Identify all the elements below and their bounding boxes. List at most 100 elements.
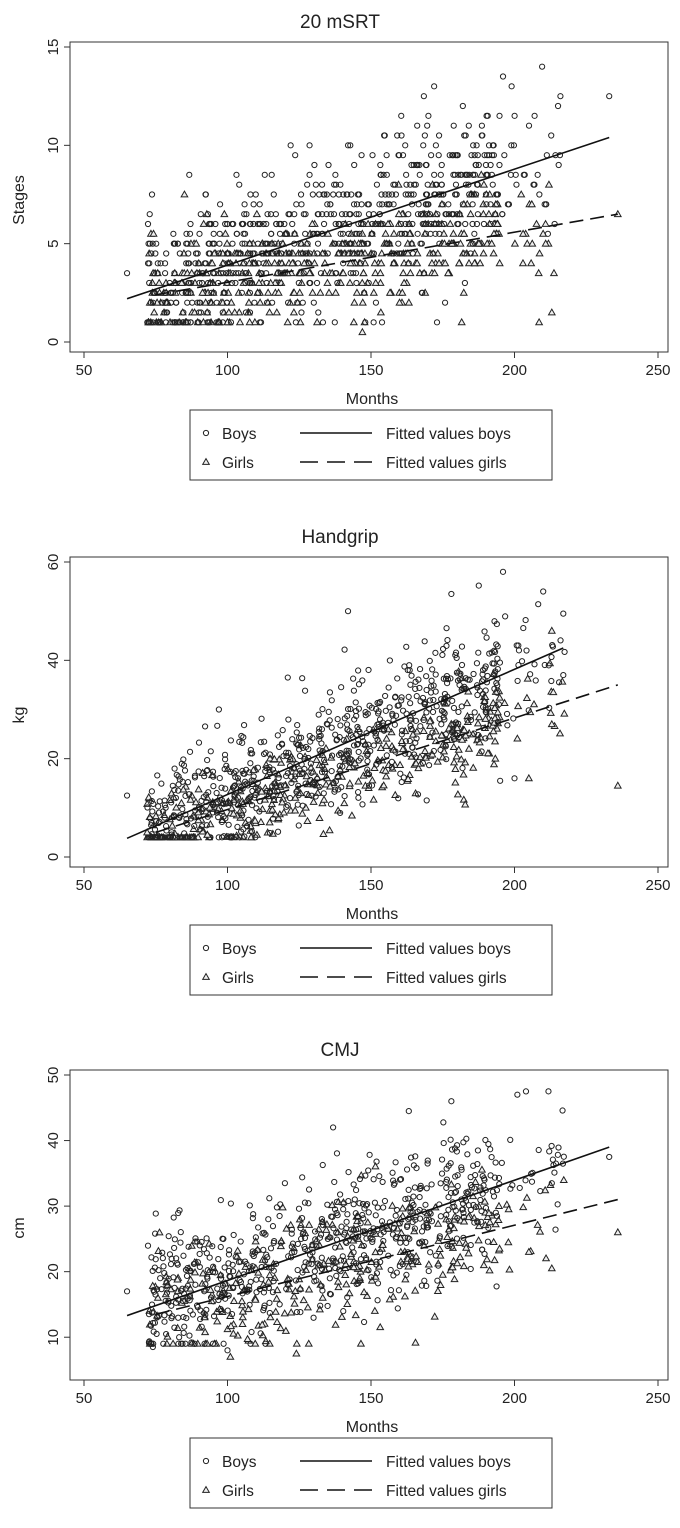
boys-point [195, 309, 203, 316]
boys-point [291, 230, 298, 237]
boys-point [362, 709, 369, 716]
boys-point [155, 803, 162, 810]
boys-point [293, 740, 300, 747]
boys-point [283, 1285, 290, 1292]
boys-point [182, 1285, 190, 1292]
boys-point [395, 702, 402, 709]
girls-point [179, 785, 188, 793]
boys-point [384, 240, 391, 247]
boys-point [196, 803, 203, 811]
boys-point [532, 677, 539, 684]
boys-point [222, 785, 229, 792]
girls-point [353, 1216, 362, 1225]
fitted-line-boys [126, 136, 610, 300]
boys-point [317, 1302, 324, 1309]
girls-point [177, 798, 186, 807]
boys-point [489, 1188, 496, 1195]
boys-point [331, 1178, 338, 1186]
boys-point [229, 240, 236, 247]
girls-point [305, 268, 314, 277]
boys-point [312, 181, 319, 188]
boys-point [148, 1340, 155, 1347]
girls-point [493, 219, 502, 227]
fitted-line-girls [155, 1198, 619, 1316]
boys-point [123, 1288, 131, 1295]
boys-point [146, 240, 154, 247]
boys-point [298, 201, 305, 208]
boys-point [319, 1222, 327, 1229]
girls-point [256, 817, 266, 826]
boys-point [246, 309, 254, 316]
boys-point [182, 792, 189, 799]
boys-point [398, 697, 405, 704]
boys-point [541, 661, 548, 669]
girls-point [522, 693, 532, 701]
boys-point [548, 1180, 555, 1187]
boys-point [154, 772, 161, 779]
boys-point [224, 1347, 231, 1354]
boys-point [499, 211, 506, 218]
boys-point [460, 1213, 467, 1221]
boys-point [416, 1194, 423, 1201]
boys-point [467, 713, 474, 720]
boys-point [195, 768, 202, 775]
boys-point [246, 240, 253, 247]
boys-point [400, 774, 407, 781]
boys-point [492, 1159, 499, 1166]
boys-point [236, 1277, 243, 1284]
boys-point [483, 201, 490, 208]
boys-point [425, 1267, 432, 1275]
boys-point [417, 698, 424, 705]
boys-point [163, 309, 170, 316]
girls-point [221, 229, 230, 237]
boys-point [392, 191, 399, 198]
boys-point [271, 240, 278, 247]
boys-point [213, 319, 220, 326]
girls-point [361, 781, 370, 789]
boys-point [247, 760, 254, 767]
boys-point [232, 270, 240, 277]
girls-point [381, 766, 390, 774]
boys-point [241, 833, 248, 840]
boys-point [362, 1202, 370, 1209]
boys-point [513, 181, 520, 188]
boys-point [277, 279, 284, 287]
boys-point [420, 142, 427, 149]
boys-point [308, 1260, 315, 1268]
boys-point [203, 767, 210, 774]
girls-point [533, 1220, 542, 1228]
girls-point [347, 811, 357, 819]
boys-point [454, 152, 461, 159]
boys-point [180, 319, 187, 326]
girls-point [475, 748, 484, 756]
boys-point [227, 319, 235, 326]
boys-point [481, 628, 488, 635]
boys-point [416, 665, 424, 673]
boys-point [318, 1215, 325, 1223]
boys-point [344, 142, 352, 149]
boys-point [376, 698, 384, 706]
girls-point [320, 268, 329, 277]
boys-point [511, 775, 518, 782]
boys-point [289, 220, 296, 228]
boys-point [241, 211, 248, 218]
boys-point [233, 171, 240, 178]
boys-point [497, 777, 504, 784]
boys-point [485, 1224, 492, 1231]
boys-point [183, 1272, 191, 1280]
boys-point [394, 675, 401, 682]
x-tick-label: 50 [76, 877, 93, 894]
boys-point [359, 801, 366, 808]
legend-boys-label: Boys [222, 941, 257, 958]
boys-point [344, 712, 351, 720]
boys-point [188, 1339, 195, 1346]
boys-point [540, 588, 547, 595]
girls-point [187, 268, 196, 277]
boys-point [285, 716, 292, 723]
boys-point [216, 775, 223, 782]
girls-point [404, 298, 414, 306]
boys-point [425, 762, 433, 769]
girls-point [274, 813, 283, 822]
boys-point [298, 734, 305, 741]
boys-point [161, 814, 168, 821]
